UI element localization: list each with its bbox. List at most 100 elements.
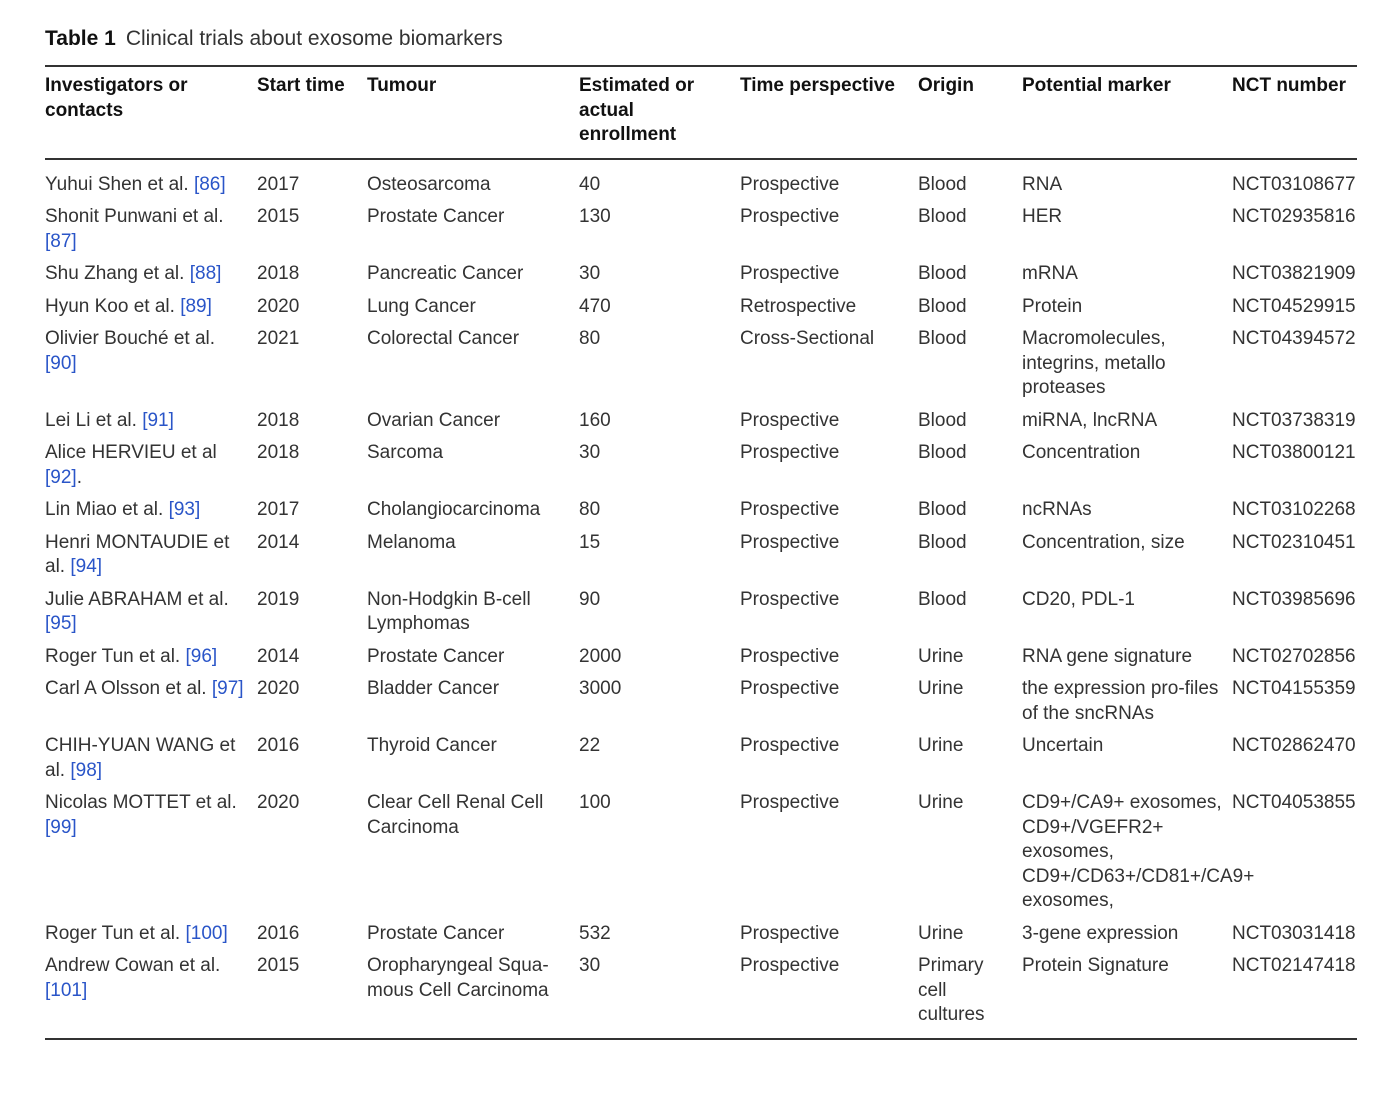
cell-nct-number: NCT03821909 [1232,263,1356,284]
cell-enrollment: 30 [579,263,601,284]
investigator-name: Yuhui Shen et al. [45,173,189,195]
cell-tumour: Pancreatic Cancer [367,263,524,284]
cell-start-time: 2016 [257,922,300,944]
header-potential-marker: Potential marker [1022,75,1171,96]
cell-tumour: Lung Cancer [367,295,476,317]
cell-start-time: 2018 [257,263,300,284]
cell-investigator: Lei Li et al. [91] [45,405,257,438]
cell-time-perspective: Prospective [740,678,840,699]
reference-link[interactable]: [100] [185,922,228,944]
reference-link[interactable]: [99] [45,816,77,838]
table-row: Alice HERVIEU et al [92]. 2018 Sarcoma 30 Pr… [45,437,1357,494]
cell-enrollment: 100 [579,792,611,813]
reference-link[interactable]: [96] [185,645,218,667]
cell-origin: Urine [918,678,964,699]
cell-origin: Blood [918,263,967,284]
cell-potential-marker: Concentration, size [1022,531,1185,553]
cell-origin: Blood [918,409,967,431]
cell-time-perspective: Prospective [740,922,840,944]
cell-time-perspective: Prospective [740,735,840,756]
cell-start-time: 2014 [257,645,300,667]
investigator-name: Andrew Cowan et al. [45,955,221,976]
reference-link[interactable]: [101] [45,979,88,1001]
cell-start-time: 2016 [257,735,300,756]
cell-origin: Urine [918,735,964,756]
cell-time-perspective: Prospective [740,588,840,610]
cell-nct-number: NCT04529915 [1232,295,1356,317]
cell-investigator: Alice HERVIEU et al [92]. [45,437,257,494]
cell-time-perspective: Prospective [740,263,840,284]
cell-potential-marker: Protein [1022,295,1083,317]
table-title: Clinical trials about exosome biomarkers [125,27,503,50]
cell-enrollment: 532 [579,922,611,944]
cell-origin: Urine [918,922,964,944]
investigator-name: CHIH-YUAN WANG et al. [45,735,236,781]
cell-tumour: Clear Cell Renal Cell Carcinoma [367,792,544,838]
reference-link[interactable]: [94] [70,556,103,577]
cell-investigator: Roger Tun et al. [96] [45,641,257,674]
cell-tumour: Prostate Cancer [367,922,505,944]
cell-potential-marker: miRNA, lncRNA [1022,409,1158,431]
cell-potential-marker: HER [1022,206,1063,227]
cell-potential-marker: CD20, PDL-1 [1022,588,1135,610]
cell-investigator: Nicolas MOTTET et al. [99] [45,787,257,918]
cell-time-perspective: Prospective [740,206,840,227]
cell-enrollment: 3000 [579,678,622,699]
cell-investigator: Andrew Cowan et al. [101] [45,950,257,1039]
cell-start-time: 2015 [257,206,300,227]
header-row: Investigators or contacts Start time Tum… [45,66,1357,159]
cell-tumour: Thyroid Cancer [367,735,497,756]
table-row: Olivier Bouché et al. [90] 2021 Colorectal… [45,323,1357,405]
cell-start-time: 2021 [257,328,300,349]
cell-origin: Blood [918,173,967,195]
header-enrollment: Estimated or actual enrollment [579,75,695,145]
header-origin: Origin [918,75,974,96]
reference-link[interactable]: [93] [168,499,201,520]
cell-tumour: Colorectal Cancer [367,328,520,349]
header-start-time: Start time [257,75,345,96]
cell-origin: Blood [918,531,967,553]
reference-link[interactable]: [88] [189,263,222,284]
cell-tumour: Bladder Cancer [367,678,500,699]
cell-nct-number: NCT04053855 [1232,792,1356,813]
cell-investigator: Hyun Koo et al. [89] [45,291,257,324]
investigator-name: Alice HERVIEU et al [45,442,217,463]
cell-start-time: 2020 [257,678,300,699]
reference-link[interactable]: [89] [180,295,212,317]
cell-investigator: Yuhui Shen et al. [86] [45,159,257,202]
investigator-name: Julie ABRAHAM et al. [45,588,229,610]
cell-start-time: 2017 [257,173,300,195]
cell-enrollment: 160 [579,409,611,431]
investigator-name: Nicolas MOTTET et al. [45,792,237,813]
table-container: Table 1 Clinical trials about exosome bio… [45,24,1357,1040]
cell-enrollment: 130 [579,206,611,227]
cell-start-time: 2017 [257,499,300,520]
cell-investigator: Shu Zhang et al. [88] [45,258,257,291]
investigator-name: Henri MONTAUDIE et al. [45,531,230,578]
reference-link[interactable]: [86] [193,173,226,195]
reference-link[interactable]: [92] [45,466,77,488]
reference-link[interactable]: [90] [45,352,77,374]
table-row: Julie ABRAHAM et al. [95] 2019 Non-Hodgkin… [45,584,1357,641]
table-row: Henri MONTAUDIE et al. [94] 2014 Melanoma 1… [45,527,1357,584]
cell-time-perspective: Prospective [740,955,840,976]
investigator-name: Shonit Punwani et al. [45,206,224,227]
reference-link[interactable]: [87] [45,230,77,252]
cell-potential-marker: Protein Signature [1022,955,1169,976]
cell-enrollment: 90 [579,588,601,610]
table-row: Hyun Koo et al. [89] 2020 Lung Cancer 470 Re… [45,291,1357,324]
cell-potential-marker: the expression pro-files of the sncRNAs [1022,678,1219,724]
cell-time-perspective: Prospective [740,645,840,667]
cell-enrollment: 80 [579,328,601,349]
cell-enrollment: 40 [579,173,601,195]
cell-tumour: Cholangiocarcinoma [367,499,541,520]
cell-time-perspective: Prospective [740,173,840,195]
reference-link[interactable]: [98] [70,759,103,781]
table-row: Yuhui Shen et al. [86] 2017 Osteosarcoma 40… [45,159,1357,202]
reference-link[interactable]: [91] [142,409,174,431]
reference-link[interactable]: [97] [211,678,244,699]
cell-investigator: Shonit Punwani et al. [87] [45,201,257,258]
table-row: Carl A Olsson et al. [97] 2020 Bladder Can… [45,673,1357,730]
cell-nct-number: NCT03985696 [1232,588,1356,610]
reference-link[interactable]: [95] [45,613,77,634]
